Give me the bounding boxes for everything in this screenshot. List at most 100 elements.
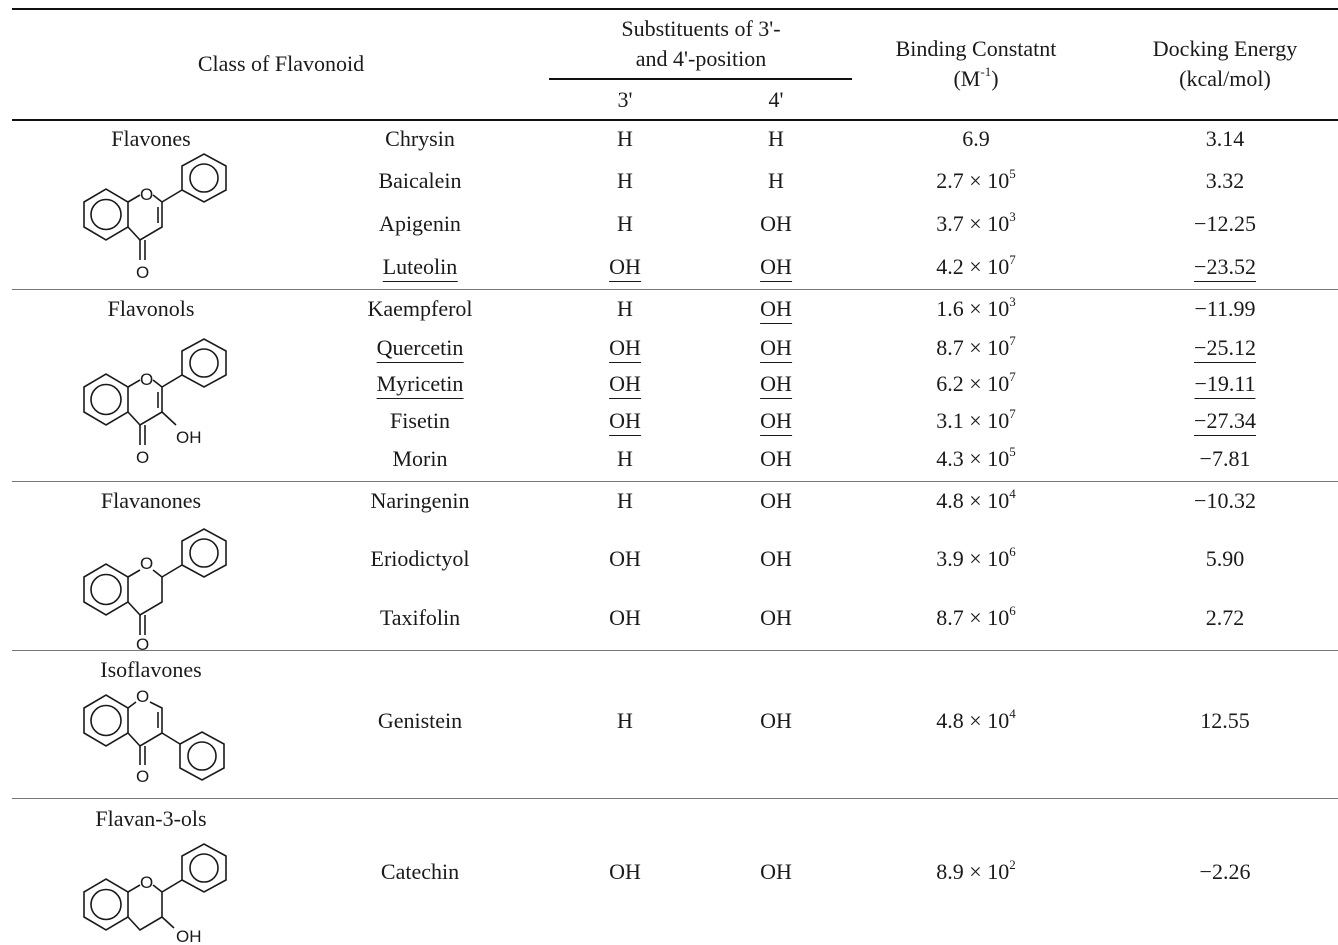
substituent-4: OH xyxy=(760,446,792,471)
docking-energy: −10.32 xyxy=(1194,488,1256,513)
substituent-4: OH xyxy=(760,488,792,513)
compound-name: Myricetin xyxy=(376,371,464,399)
binding-constant: 6.9 xyxy=(962,126,990,151)
flavone-structure-image: O O xyxy=(83,153,227,282)
compound-name: Morin xyxy=(392,446,448,471)
substituent-3: H xyxy=(617,168,633,193)
class-name-isoflavones: Isoflavones xyxy=(100,657,202,682)
substituent-4: OH xyxy=(760,254,792,282)
docking-energy: −2.26 xyxy=(1199,859,1251,884)
compound-name: Apigenin xyxy=(379,211,461,236)
flavone-ketone-oxygen-label: O xyxy=(136,263,149,282)
compound-name: Catechin xyxy=(380,859,460,884)
substituent-3: OH xyxy=(609,605,641,630)
docking-energy: −23.52 xyxy=(1194,254,1256,282)
substituent-3: OH xyxy=(609,371,641,399)
substituent-3: H xyxy=(617,126,633,151)
docking-energy: −12.25 xyxy=(1194,211,1256,236)
flavan-3-ol-ring-oxygen-label: O xyxy=(140,873,153,892)
flavan-3-ol-structure-image: O OH xyxy=(83,843,227,945)
binding-constant: 8.7 × 107 xyxy=(936,332,1016,360)
compound-name: Naringenin xyxy=(370,488,470,513)
substituent-3: H xyxy=(617,488,633,513)
docking-energy: −25.12 xyxy=(1194,335,1256,363)
compound-name: Quercetin xyxy=(376,335,464,363)
substituent-3: H xyxy=(617,446,633,471)
substituent-4: OH xyxy=(760,335,792,363)
substituent-3: H xyxy=(617,296,633,321)
substituent-4: OH xyxy=(760,408,792,436)
substituent-3: OH xyxy=(609,546,641,571)
class-name-flavan-3-ols: Flavan-3-ols xyxy=(95,806,207,831)
substituent-3: OH xyxy=(609,254,641,282)
binding-constant: 3.1 × 107 xyxy=(936,405,1016,433)
docking-energy: −19.11 xyxy=(1194,371,1256,399)
substituent-4: OH xyxy=(760,371,792,399)
compound-name: Kaempferol xyxy=(367,296,473,321)
substituent-3: OH xyxy=(609,859,641,884)
flavonol-ring-oxygen-label: O xyxy=(140,370,153,389)
binding-constant: 4.2 × 107 xyxy=(936,251,1016,279)
substituent-4: H xyxy=(768,126,784,151)
binding-constant: 4.8 × 104 xyxy=(936,705,1016,733)
docking-energy: −7.81 xyxy=(1199,446,1251,471)
isoflavone-ring-oxygen-label: O xyxy=(136,687,149,706)
docking-energy: 3.14 xyxy=(1205,126,1245,151)
substituent-4: OH xyxy=(760,546,792,571)
header-substituents-line2: and 4'-position xyxy=(635,46,767,71)
flavone-ring-oxygen-label: O xyxy=(140,185,153,204)
substituent-4: OH xyxy=(760,859,792,884)
docking-energy: 5.90 xyxy=(1205,546,1245,571)
header-bottom-rule xyxy=(12,119,1338,121)
binding-constant: 8.7 × 106 xyxy=(936,602,1016,630)
isoflavone-ketone-oxygen-label: O xyxy=(136,767,149,786)
docking-energy: −11.99 xyxy=(1194,296,1256,321)
group-divider-2 xyxy=(12,481,1338,482)
class-name-flavanones: Flavanones xyxy=(100,488,202,513)
binding-constant: 4.3 × 105 xyxy=(936,443,1016,471)
substituent-4: OH xyxy=(760,605,792,630)
compound-name: Genistein xyxy=(377,708,463,733)
compound-name: Luteolin xyxy=(382,254,458,282)
class-name-flavonols: Flavonols xyxy=(107,296,195,321)
binding-constant: 1.6 × 103 xyxy=(936,293,1016,321)
substituent-3: H xyxy=(617,211,633,236)
group-divider-4 xyxy=(12,798,1338,799)
flavonol-hydroxyl-label: OH xyxy=(176,428,202,447)
flavanone-ketone-oxygen-label: O xyxy=(136,635,149,654)
header-docking-energy-line1: Docking Energy xyxy=(1152,36,1298,61)
binding-constant: 3.7 × 103 xyxy=(936,208,1016,236)
compound-name: Eriodictyol xyxy=(370,546,470,571)
substituent-4: OH xyxy=(760,708,792,733)
binding-constant: 8.9 × 102 xyxy=(936,856,1016,884)
header-binding-constant-line1: Binding Constatnt xyxy=(895,36,1057,61)
flavonol-ketone-oxygen-label: O xyxy=(136,448,149,467)
docking-energy: −27.34 xyxy=(1194,408,1256,436)
flavanone-ring-oxygen-label: O xyxy=(140,554,153,573)
binding-constant: 4.8 × 104 xyxy=(936,485,1016,513)
group-divider-1 xyxy=(12,289,1338,290)
compound-name: Chrysin xyxy=(385,126,455,151)
compound-name: Baicalein xyxy=(378,168,462,193)
header-class-of-flavonoid: Class of Flavonoid xyxy=(197,51,365,76)
substituent-3: H xyxy=(617,708,633,733)
header-binding-constant-line2: (M-1) xyxy=(953,63,999,91)
group-divider-3 xyxy=(12,650,1338,651)
flavan-3-ol-hydroxyl-label: OH xyxy=(176,927,202,945)
substituents-rule xyxy=(549,78,852,80)
header-position-3: 3' xyxy=(617,87,633,112)
header-docking-energy-line2: (kcal/mol) xyxy=(1179,66,1271,91)
flavonol-structure-image: O O OH xyxy=(83,338,227,467)
header-position-4: 4' xyxy=(768,87,784,112)
binding-constant: 2.7 × 105 xyxy=(936,165,1016,193)
binding-constant: 6.2 × 107 xyxy=(936,368,1016,396)
class-name-flavones: Flavones xyxy=(111,126,191,151)
compound-name: Fisetin xyxy=(390,408,450,433)
flavanone-structure-image: O O xyxy=(83,528,227,654)
docking-energy: 2.72 xyxy=(1205,605,1245,630)
isoflavone-structure-image: O O xyxy=(83,687,225,786)
docking-energy: 3.32 xyxy=(1205,168,1245,193)
compound-name: Taxifolin xyxy=(379,605,461,630)
substituent-3: OH xyxy=(609,335,641,363)
substituent-4: OH xyxy=(760,296,792,324)
